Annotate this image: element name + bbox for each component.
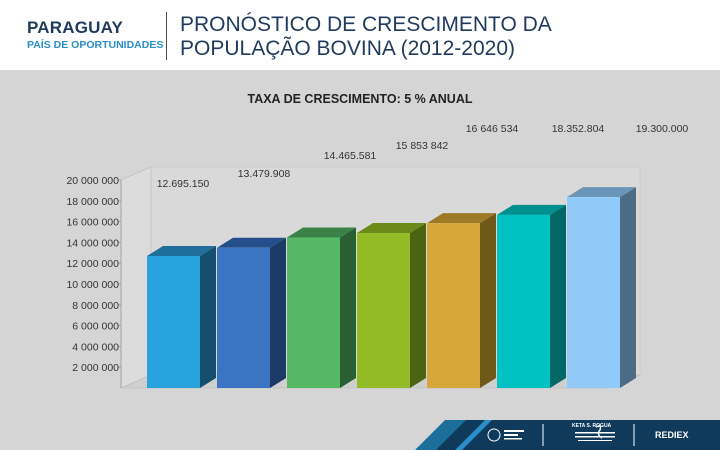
- y-tick-label: 14 000 000: [66, 237, 119, 249]
- keta-logo-text: KETA S. ROGUA: [572, 423, 612, 429]
- bar-top: [427, 213, 496, 224]
- data-label: 18.352.804: [552, 123, 605, 135]
- data-label: 16 646 534: [466, 123, 519, 135]
- data-label: 15 853 842: [396, 140, 449, 152]
- government-seal-icon: [487, 428, 501, 442]
- government-emblem-icon: [595, 425, 603, 439]
- y-tick-label: 4 000 000: [72, 341, 119, 353]
- slide-title-line-2: POPULAÇÃO BOVINA (2012-2020): [180, 37, 515, 60]
- bar-side: [620, 187, 636, 388]
- bar: [287, 237, 340, 388]
- bar-side: [480, 213, 496, 388]
- bar-side: [270, 237, 286, 388]
- bar-top: [357, 223, 426, 234]
- slide-title-line-1: PRONÓSTICO DE CRESCIMENTO DA: [180, 13, 552, 36]
- bar-side: [550, 204, 566, 388]
- data-label: 13.479.908: [238, 168, 291, 180]
- bar-top: [147, 245, 216, 256]
- logo-1-wordmark: [504, 430, 524, 432]
- slide-header: PARAGUAY PAÍS DE OPORTUNIDADES PRONÓSTIC…: [0, 0, 720, 70]
- bar-side: [200, 245, 216, 388]
- y-tick-label: 18 000 000: [66, 196, 119, 208]
- footer-stripe-3: [455, 420, 492, 450]
- bar-top: [497, 204, 566, 215]
- chart-panel: TAXA DE CRESCIMENTO: 5 % ANUAL 2 000 000 4…: [0, 70, 720, 450]
- y-tick-label: 10 000 000: [66, 279, 119, 291]
- slide-title: PRONÓSTICO DE CRESCIMENTO DA POPULAÇÃO B…: [180, 13, 552, 61]
- header-divider: [166, 12, 167, 60]
- chart-title: TAXA DE CRESCIMENTO: 5 % ANUAL: [247, 92, 472, 106]
- y-tick-label: 20 000 000: [66, 175, 119, 187]
- bar-side: [410, 223, 426, 388]
- bar-side: [340, 227, 356, 388]
- data-label: 12.695.150: [157, 178, 210, 190]
- bar: [427, 223, 480, 388]
- bar: [567, 197, 620, 388]
- bar: [357, 233, 410, 388]
- brand-tagline: PAÍS DE OPORTUNIDADES: [27, 39, 164, 51]
- y-tick-label: 12 000 000: [66, 258, 119, 270]
- bar-top: [217, 237, 286, 248]
- brand-logo: PARAGUAY PAÍS DE OPORTUNIDADES: [27, 19, 163, 52]
- y-tick-label: 16 000 000: [66, 217, 119, 229]
- rediex-logo: REDIEX: [655, 430, 689, 440]
- y-tick-label: 2 000 000: [72, 362, 119, 374]
- footer-stripe-1: [415, 420, 470, 450]
- y-tick-label: 6 000 000: [72, 321, 119, 333]
- footer-stripe-2: [436, 420, 720, 450]
- bar: [497, 214, 550, 388]
- data-label: 14.465.581: [324, 150, 377, 162]
- bar-chart: TAXA DE CRESCIMENTO: 5 % ANUAL 2 000 000 4…: [66, 92, 689, 389]
- bar-top: [287, 227, 356, 238]
- data-label-extra: 19.300.000: [636, 123, 689, 135]
- bar-top: [567, 187, 636, 198]
- bar: [217, 247, 270, 388]
- bar: [147, 255, 200, 388]
- y-tick-label: 8 000 000: [72, 300, 119, 312]
- brand-name: PARAGUAY: [27, 18, 124, 37]
